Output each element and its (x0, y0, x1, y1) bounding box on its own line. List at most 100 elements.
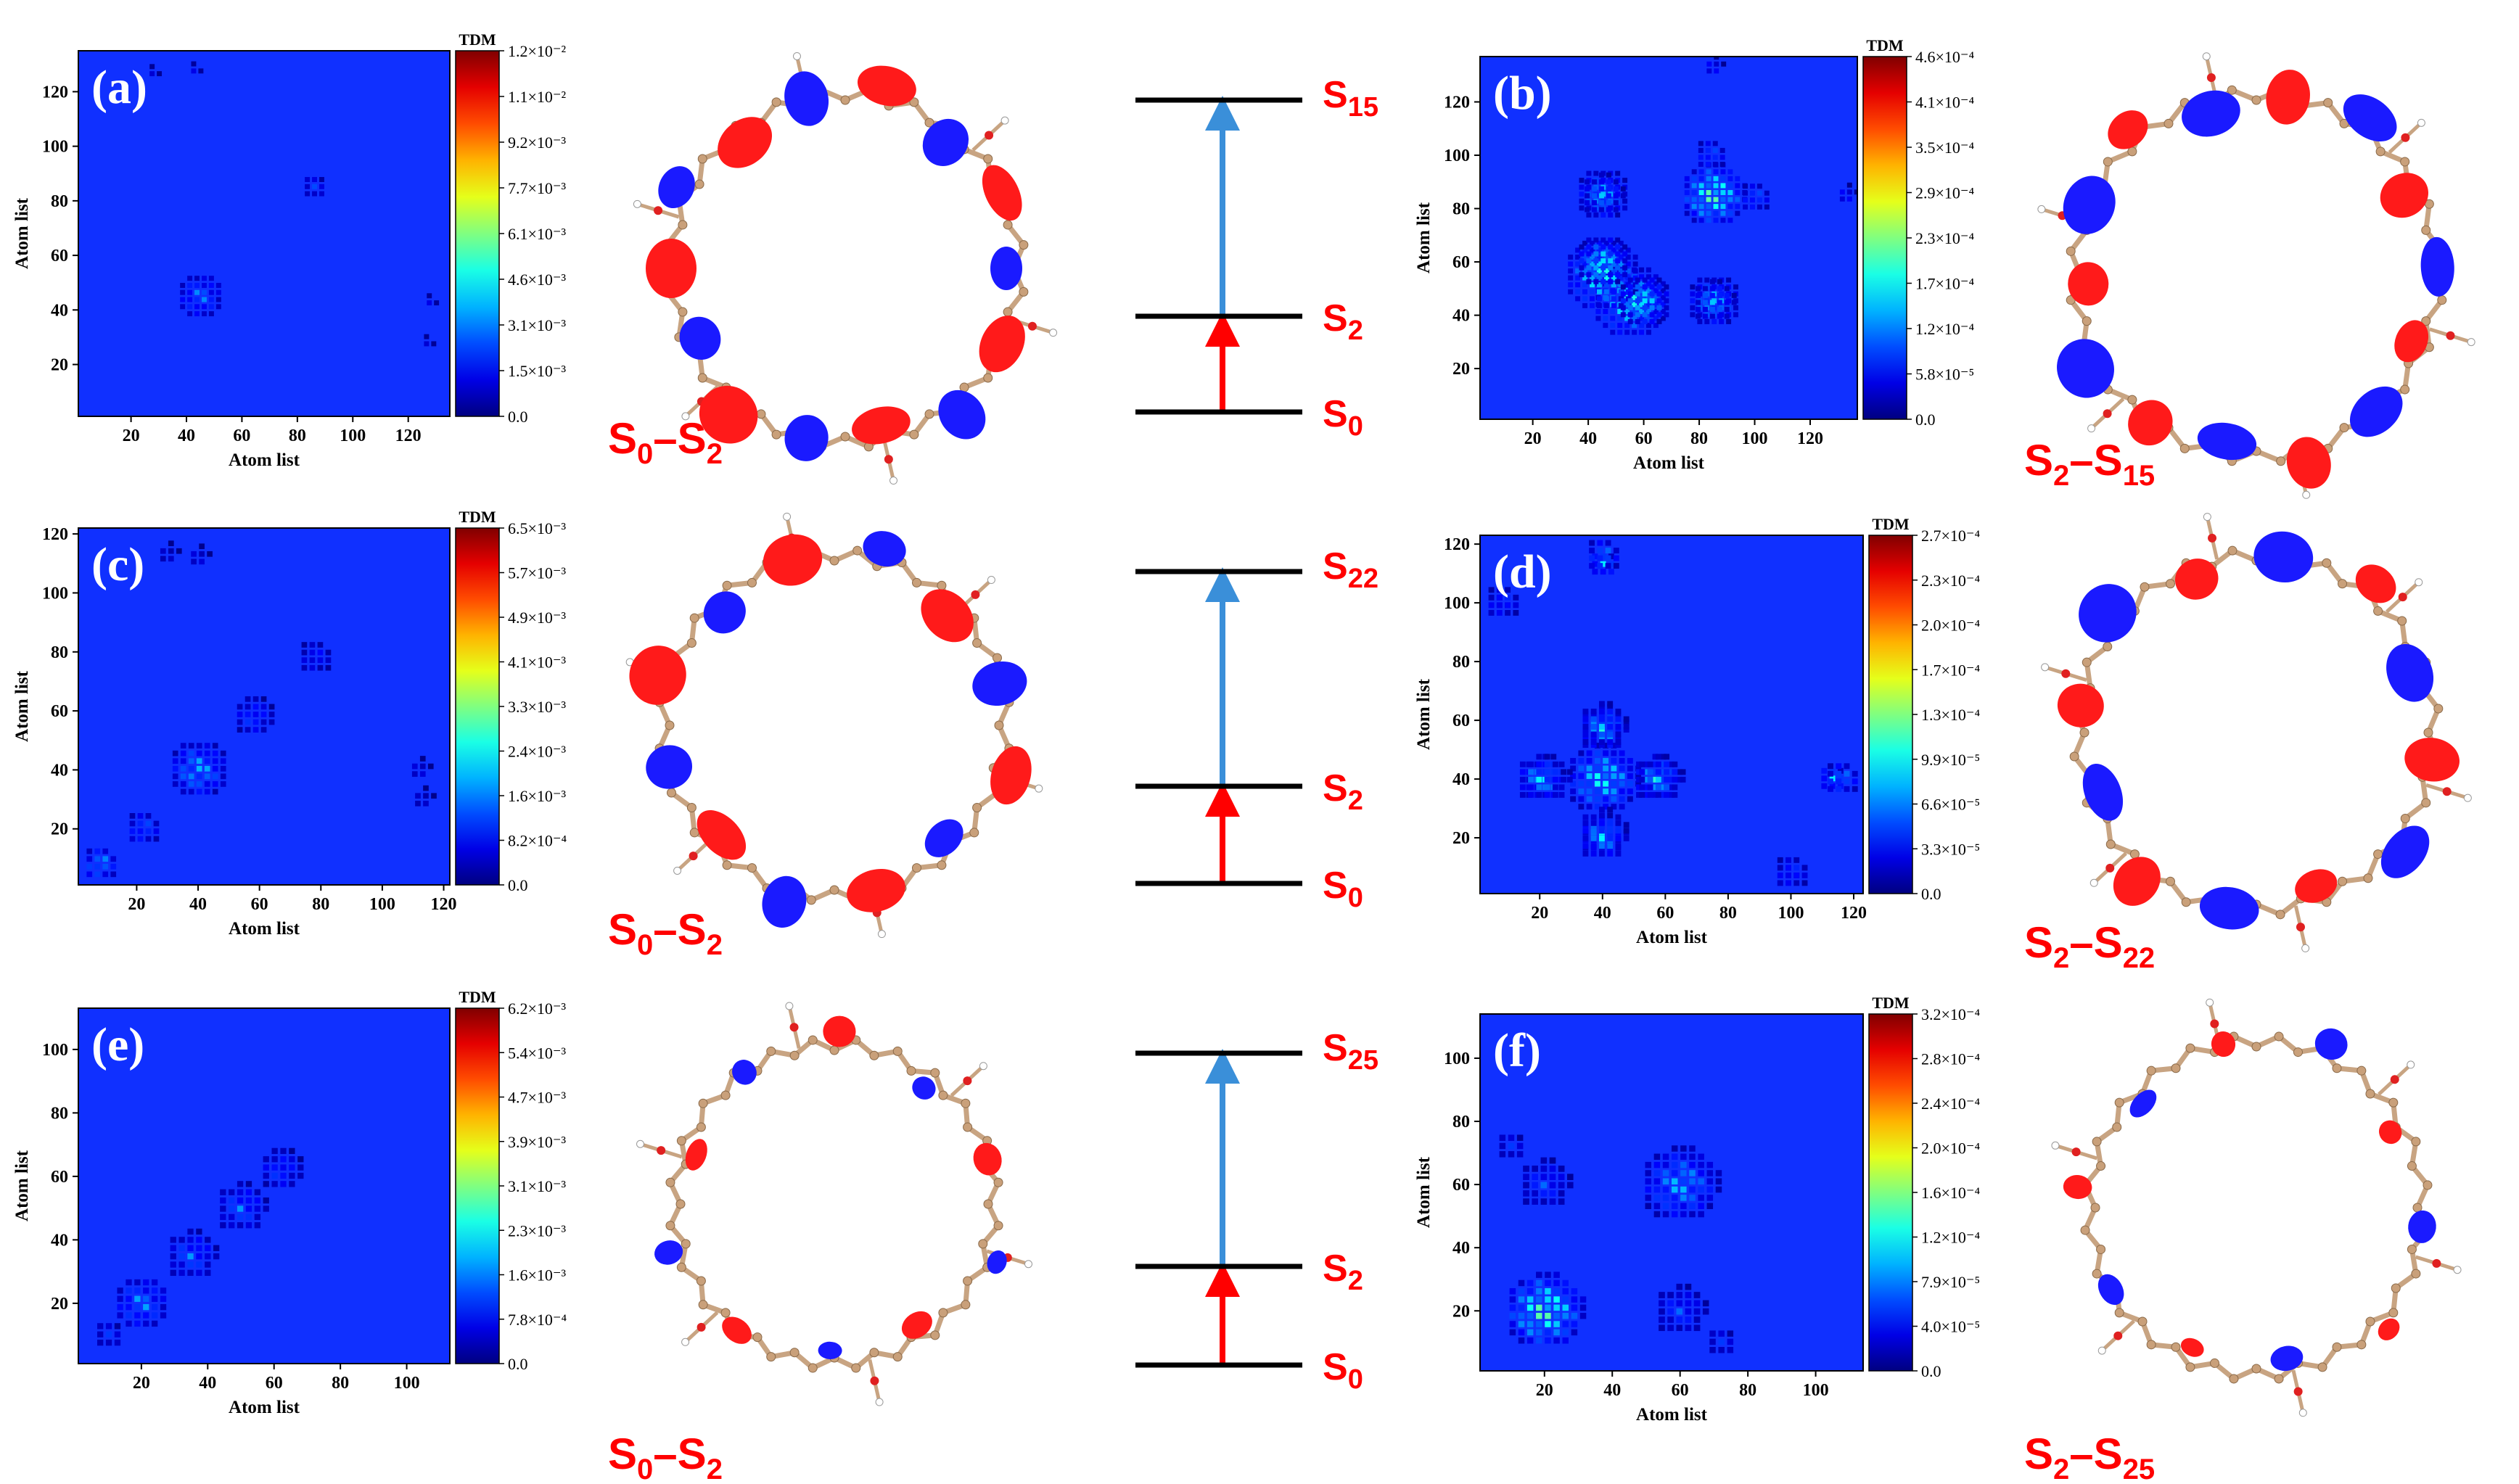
heat-cell (1615, 820, 1622, 826)
heat-cell (1598, 820, 1605, 826)
y-tick-label: 60 (1452, 253, 1470, 272)
hydrogen-atom (673, 866, 682, 875)
heat-cell (1615, 212, 1621, 218)
heat-cell (1671, 1170, 1678, 1176)
orbital-lobe (763, 534, 823, 586)
plot-frame (1479, 535, 1864, 894)
heat-cell (271, 1164, 278, 1171)
hydrogen-atom (979, 1062, 987, 1071)
heat-cell (1532, 1190, 1538, 1197)
heat-cell (102, 863, 109, 870)
carbon-atom (697, 373, 707, 383)
heat-cell (1706, 61, 1712, 67)
heat-cell (196, 750, 202, 757)
orbital-lobe (2270, 1345, 2304, 1372)
plot-frame (78, 50, 451, 417)
heat-cell (1726, 318, 1732, 324)
heat-cell (1523, 1174, 1529, 1180)
x-tick-label: 120 (395, 426, 422, 445)
carbon-atom (2127, 147, 2137, 157)
heat-cell (1627, 758, 1633, 764)
heat-cell (1698, 1178, 1704, 1185)
heat-cell (1610, 316, 1616, 321)
heat-cell (1735, 197, 1741, 202)
oxygen-atom (2061, 669, 2071, 678)
heat-cell (1596, 296, 1602, 302)
heat-cell (1615, 712, 1622, 717)
heat-cell (289, 1147, 295, 1155)
label-part: S (608, 414, 637, 463)
heat-cell (1676, 1300, 1682, 1307)
y-tick-label: 40 (51, 301, 68, 320)
heat-cell (1669, 792, 1674, 798)
colorbar-title: TDM (459, 508, 496, 526)
carbon-atom (2079, 727, 2089, 738)
carbon-atom (892, 1352, 903, 1362)
heat-cell (1839, 196, 1845, 202)
heat-cell (1619, 750, 1625, 757)
heat-cell (1615, 716, 1622, 722)
heat-cell (1579, 191, 1585, 197)
heat-cell (1536, 769, 1542, 775)
heat-cell (1582, 850, 1589, 857)
y-tick-label: 80 (1452, 1113, 1470, 1131)
label-part: S (1323, 297, 1348, 339)
heat-cell (1669, 761, 1674, 767)
heat-cell (305, 191, 311, 197)
heat-cell (1593, 251, 1599, 257)
hydrogen-atom (2301, 944, 2310, 952)
transition-label: S2–S15 (2024, 436, 2155, 492)
x-axis-label: Atom list (229, 450, 300, 470)
orbital-lobe (2063, 1174, 2092, 1200)
heat-cell (1705, 162, 1711, 168)
heat-cell (1685, 1308, 1692, 1315)
heat-cell (1582, 240, 1588, 246)
colorbar-tick-label: 1.2×10⁻⁴ (1915, 320, 1975, 338)
carbon-atom (963, 1276, 973, 1286)
heat-cell (1594, 742, 1600, 749)
heat-cell (1603, 247, 1609, 253)
heat-cell (1598, 742, 1605, 749)
heat-cell (1578, 788, 1585, 795)
heat-cell (1655, 761, 1661, 767)
heat-cell (1578, 780, 1585, 787)
carbon-atom (698, 1300, 708, 1310)
hydrogen-atom (636, 1139, 645, 1148)
carbon-atom (2146, 1340, 2156, 1350)
heat-cell (1528, 776, 1534, 783)
heat-cell (126, 1295, 132, 1302)
heat-cell (1496, 594, 1503, 601)
heat-cell (1523, 1182, 1529, 1189)
heat-cell (1594, 765, 1600, 772)
heat-cell (415, 800, 421, 807)
heat-cell (1570, 788, 1577, 795)
heat-cell (1586, 796, 1593, 802)
heat-cell (212, 758, 218, 764)
heat-cell (208, 289, 214, 295)
heat-cell (1615, 731, 1622, 738)
heat-cell (1552, 784, 1558, 791)
heat-cell (423, 800, 429, 807)
oxygen-atom (2296, 923, 2305, 932)
heat-cell (1544, 754, 1550, 760)
heat-cell (1518, 1288, 1525, 1295)
heat-cell (1623, 828, 1630, 834)
heat-cell (1528, 769, 1534, 775)
heat-cell (1603, 804, 1609, 810)
heat-cell (1653, 1170, 1661, 1176)
heat-cell (1586, 237, 1592, 243)
heat-cell (1496, 609, 1503, 616)
heat-cell (1615, 814, 1622, 820)
colorbar-tick-label: 2.9×10⁻⁴ (1915, 184, 1975, 202)
heat-cell (1676, 1324, 1682, 1332)
heat-cell (208, 276, 214, 281)
colorbar-tick-label: 9.9×10⁻⁵ (1921, 751, 1980, 769)
heat-cell (1622, 258, 1628, 264)
heat-cell (237, 1181, 244, 1187)
heat-cell (191, 68, 197, 74)
heat-cell (1698, 147, 1704, 153)
heat-cell (419, 771, 426, 777)
heat-cell (1603, 758, 1609, 764)
heat-cell (1632, 268, 1638, 274)
